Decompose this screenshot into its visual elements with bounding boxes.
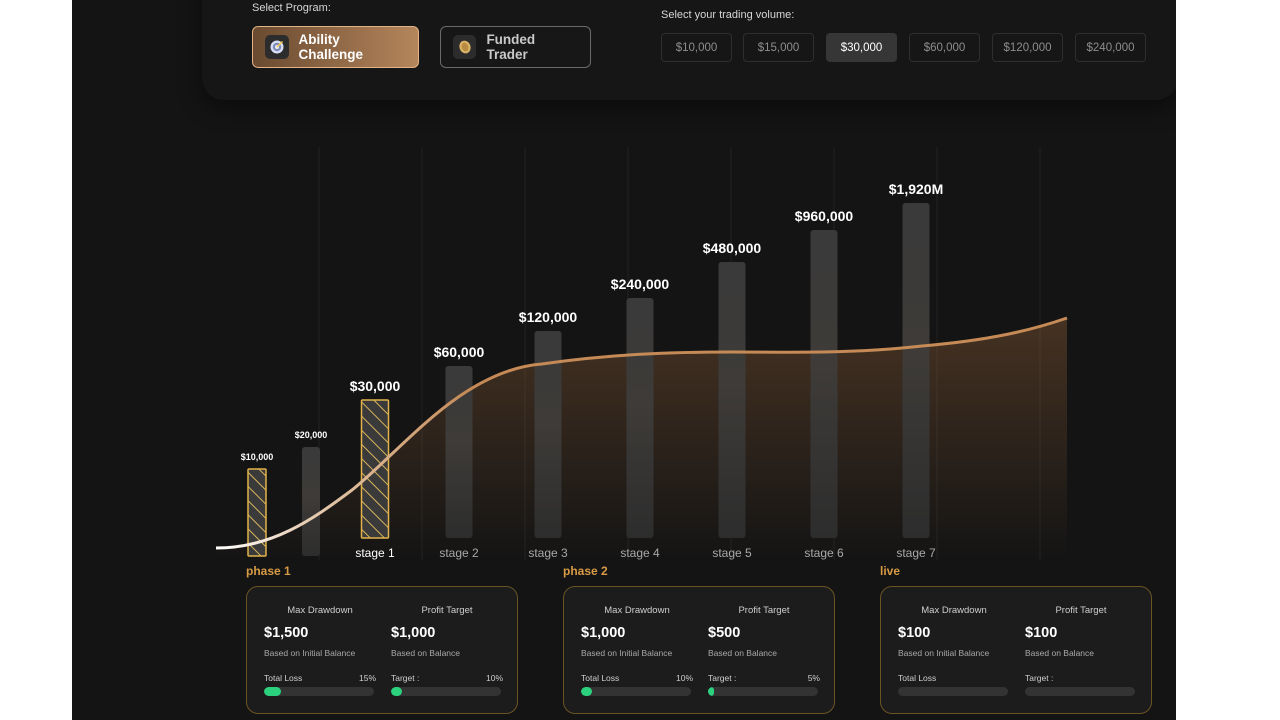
ability-challenge-button[interactable]: Ability Challenge	[252, 26, 419, 68]
profit-target-title: Profit Target	[1055, 605, 1107, 616]
max-drawdown-note: Based on Initial Balance	[898, 648, 990, 658]
bar-value-label: $30,000	[350, 378, 401, 394]
target-progress	[1025, 687, 1135, 696]
chart-bar	[534, 331, 562, 538]
total-loss-label: Total Loss	[898, 673, 937, 683]
volume-option-10000[interactable]: $10,000	[661, 33, 732, 62]
max-drawdown-note: Based on Initial Balance	[264, 648, 356, 658]
max-drawdown-title: Max Drawdown	[604, 605, 670, 616]
bar-value-label: $60,000	[434, 344, 485, 360]
chart-bar	[445, 366, 473, 538]
stage-label: stage 3	[528, 546, 568, 560]
target-percent: 5%	[807, 673, 820, 683]
chart-bar	[810, 230, 838, 538]
progress-fill	[391, 687, 402, 696]
phase-2-card: Max Drawdown $1,000 Based on Initial Bal…	[563, 586, 835, 714]
max-drawdown-title: Max Drawdown	[287, 605, 353, 616]
funded-trader-label: Funded Trader	[486, 32, 536, 62]
bar-value-label: $20,000	[295, 430, 328, 440]
profit-target-amount: $100	[1025, 625, 1058, 641]
profit-target-note: Based on Balance	[391, 648, 460, 658]
phase-1-label: phase 1	[246, 564, 291, 578]
bar-value-label: $480,000	[703, 240, 762, 256]
bar-value-label: $10,000	[241, 452, 274, 462]
chart-bar	[626, 298, 654, 538]
phase-2-label: phase 2	[563, 564, 608, 578]
target-icon	[265, 35, 289, 59]
total-loss-progress	[264, 687, 374, 696]
stage-label: stage 2	[439, 546, 479, 560]
stage-label: stage 1	[355, 546, 395, 560]
coin-icon	[453, 35, 477, 59]
target-label: Target :	[708, 673, 737, 683]
volume-option-30000[interactable]: $30,000	[826, 33, 897, 62]
profit-target-note: Based on Balance	[1025, 648, 1094, 658]
target-progress	[391, 687, 501, 696]
target-progress	[708, 687, 818, 696]
total-loss-label: Total Loss	[581, 673, 620, 683]
volume-option-60000[interactable]: $60,000	[909, 33, 980, 62]
stage-label: stage 7	[896, 546, 936, 560]
bar-value-label: $120,000	[519, 309, 578, 325]
profit-target-amount: $500	[708, 625, 741, 641]
target-label: Target :	[1025, 673, 1054, 683]
total-loss-label: Total Loss	[264, 673, 303, 683]
volume-option-240000[interactable]: $240,000	[1075, 33, 1146, 62]
max-drawdown-title: Max Drawdown	[921, 605, 987, 616]
profit-target-note: Based on Balance	[708, 648, 777, 658]
stage-label: stage 6	[804, 546, 844, 560]
app-container: Select Program: Ability Challenge Funded…	[72, 0, 1176, 720]
total-loss-percent: 10%	[675, 673, 693, 683]
chart-bar	[302, 447, 320, 556]
total-loss-progress	[898, 687, 1008, 696]
max-drawdown-note: Based on Initial Balance	[581, 648, 673, 658]
chart-bar	[902, 203, 930, 538]
profit-target-title: Profit Target	[738, 605, 790, 616]
volume-label: Select your trading volume:	[661, 9, 795, 21]
growth-curve	[215, 316, 1068, 550]
max-drawdown-amount: $1,500	[264, 625, 309, 641]
stage-label: stage 4	[620, 546, 660, 560]
live-phase-label: live	[880, 564, 901, 578]
progress-fill	[708, 687, 714, 696]
volume-option-15000[interactable]: $15,000	[743, 33, 814, 62]
volume-option-120000[interactable]: $120,000	[992, 33, 1063, 62]
bar-value-label: $1,920M	[889, 181, 943, 197]
chart-bar	[247, 468, 267, 557]
profit-target-title: Profit Target	[421, 605, 473, 616]
total-loss-progress	[581, 687, 691, 696]
phase-1-card: Max Drawdown $1,500 Based on Initial Bal…	[246, 586, 518, 714]
target-percent: 10%	[485, 673, 503, 683]
ability-challenge-label: Ability Challenge	[298, 32, 364, 62]
target-label: Target :	[391, 673, 420, 683]
max-drawdown-amount: $1,000	[581, 625, 626, 641]
bar-value-label: $960,000	[795, 208, 854, 224]
total-loss-percent: 15%	[358, 673, 376, 683]
max-drawdown-amount: $100	[898, 625, 931, 641]
program-label: Select Program:	[252, 2, 331, 14]
profit-target-amount: $1,000	[391, 625, 436, 641]
bar-value-label: $240,000	[611, 276, 670, 292]
chart-bar	[718, 262, 746, 538]
stage-label: stage 5	[712, 546, 752, 560]
growth-chart: $10,000 $20,000 $30,000 stage 1 $60,000 stage…	[215, 147, 1068, 560]
live-card: Max Drawdown $100 Based on Initial Balan…	[880, 586, 1152, 714]
funded-trader-button[interactable]: Funded Trader	[440, 26, 591, 68]
progress-fill	[264, 687, 281, 696]
progress-fill	[581, 687, 592, 696]
